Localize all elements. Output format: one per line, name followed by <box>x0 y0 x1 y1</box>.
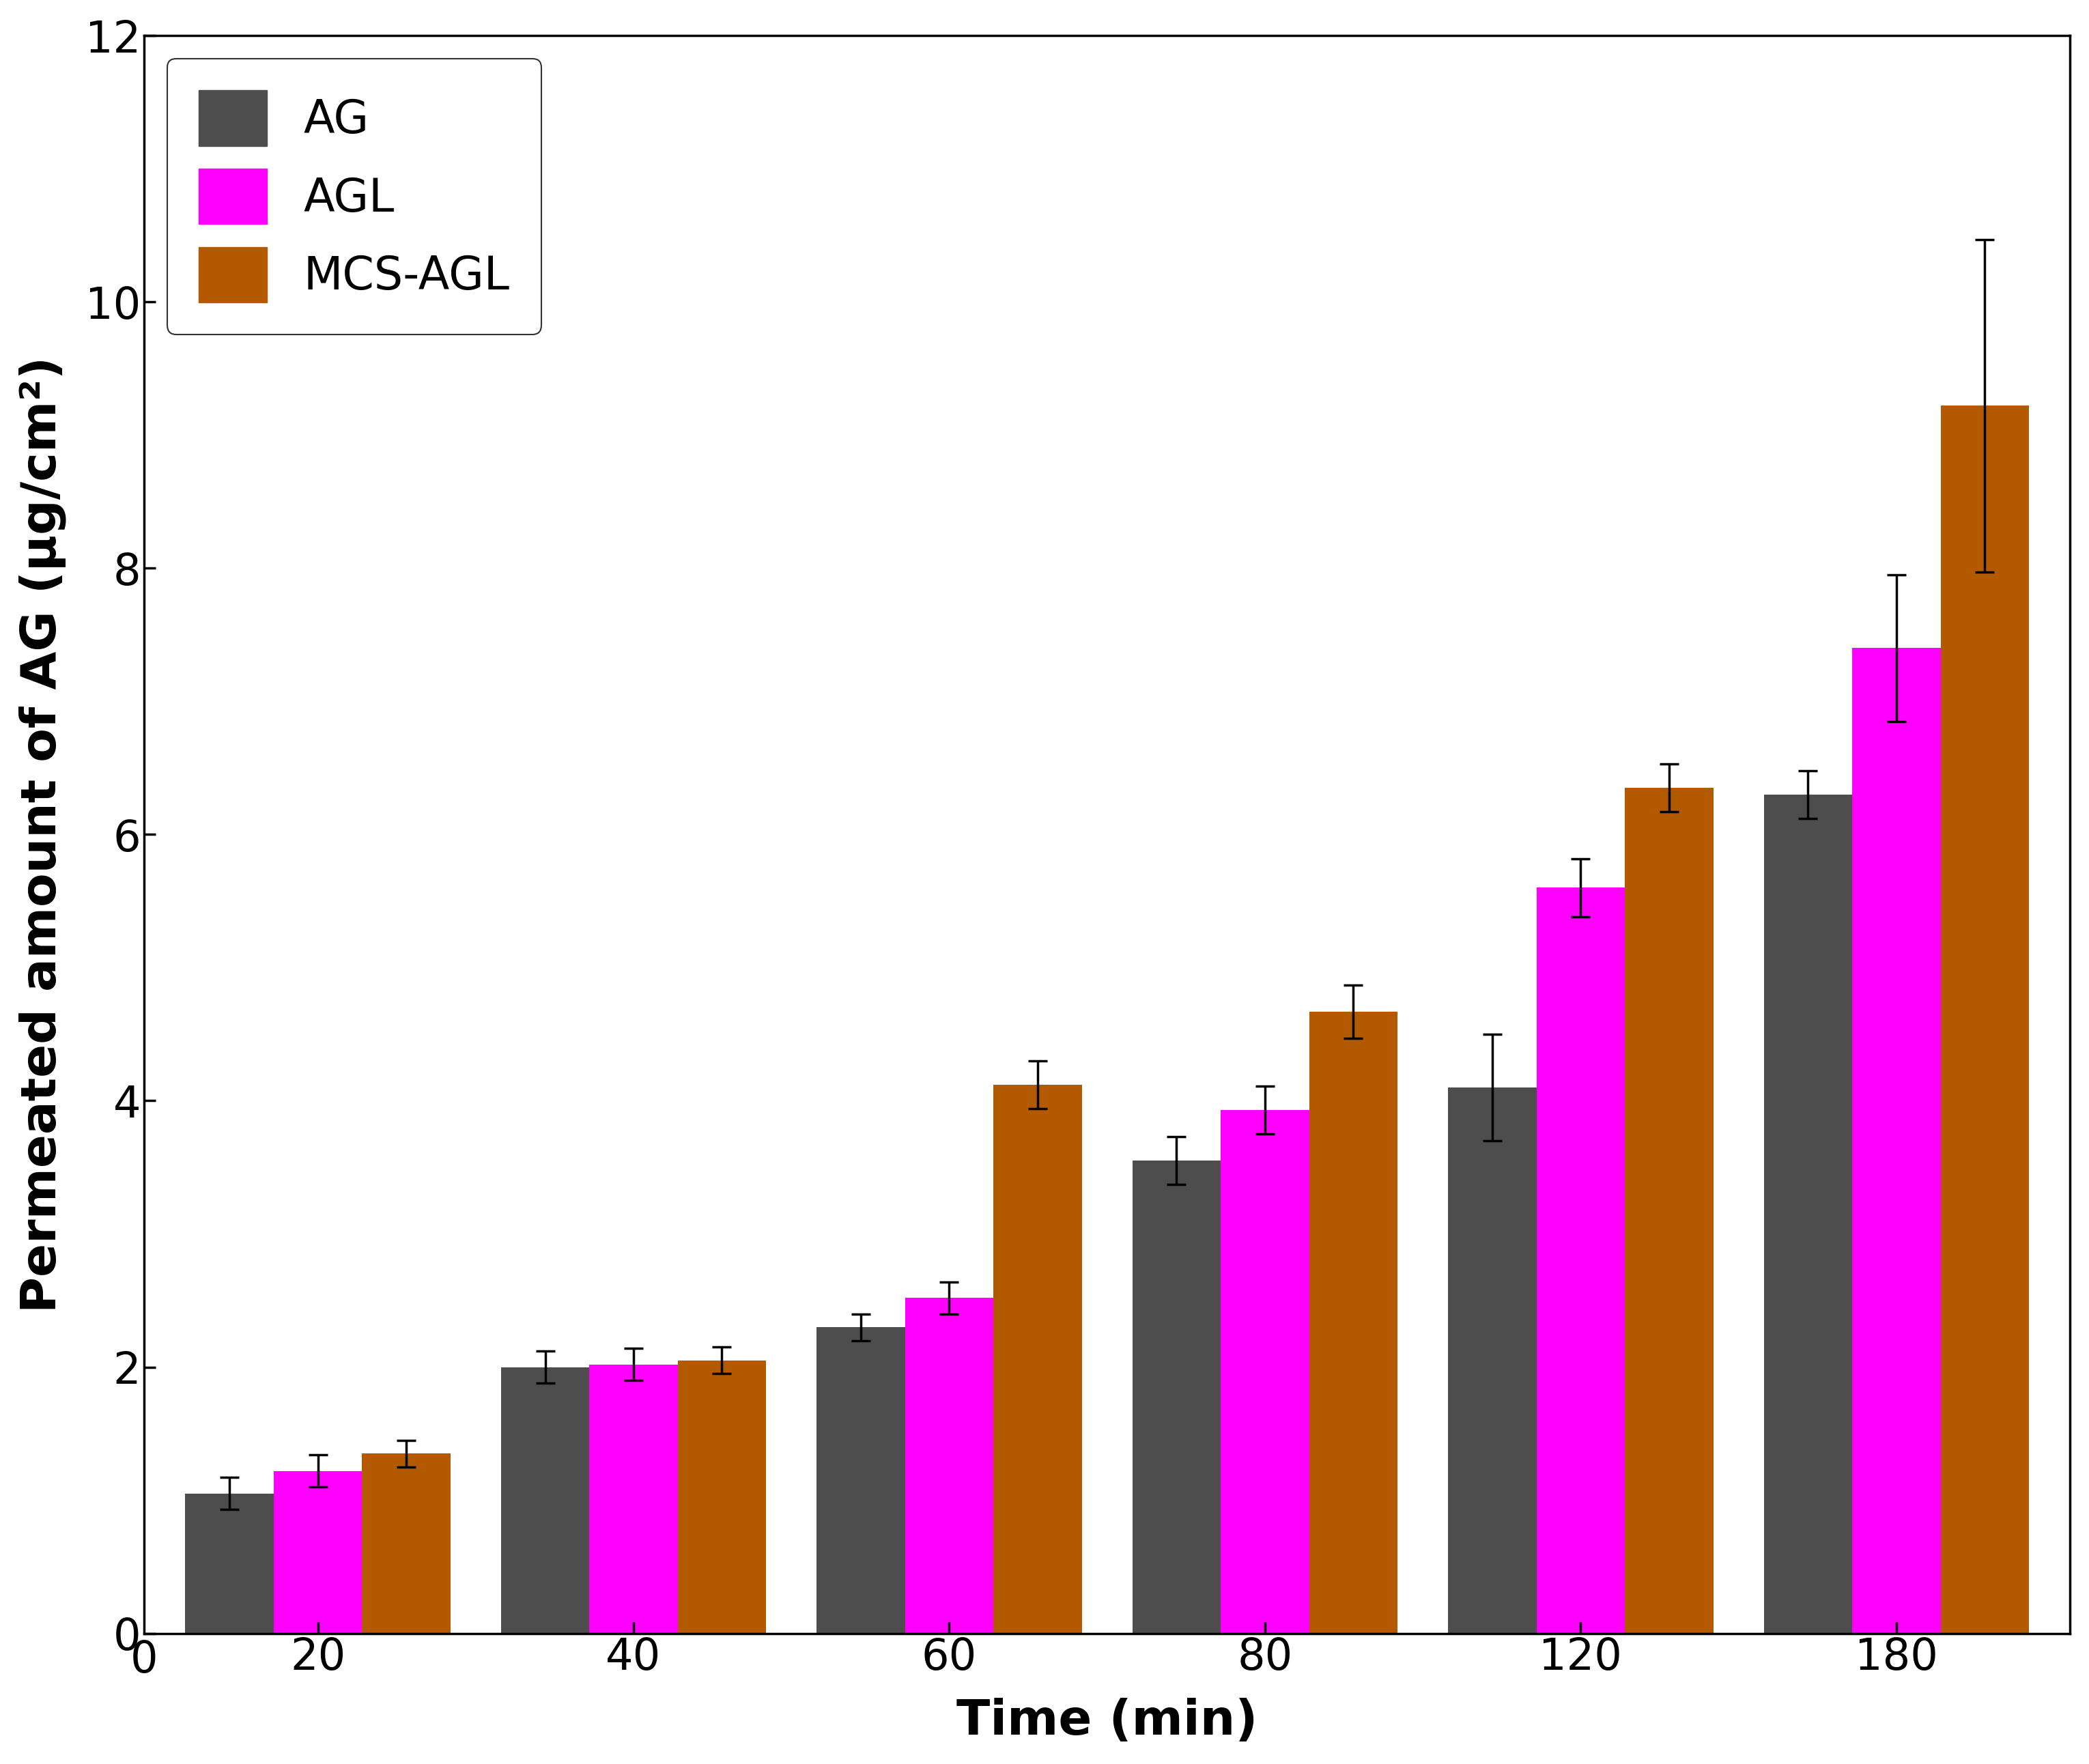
Bar <box>361 1454 451 1633</box>
X-axis label: Time (min): Time (min) <box>957 1699 1258 1745</box>
Bar <box>905 1298 994 1633</box>
Bar <box>994 1085 1082 1633</box>
Text: 0: 0 <box>130 1639 159 1681</box>
Bar <box>1310 1011 1398 1633</box>
Bar <box>1448 1087 1538 1633</box>
Bar <box>1220 1110 1310 1633</box>
Bar <box>501 1367 589 1633</box>
Bar <box>1538 887 1625 1633</box>
Bar <box>1853 647 1941 1633</box>
Legend: AG, AGL, MCS-AGL: AG, AGL, MCS-AGL <box>167 58 541 333</box>
Y-axis label: Permeated amount of AG (μg/cm²): Permeated amount of AG (μg/cm²) <box>19 356 67 1312</box>
Bar <box>1132 1161 1220 1633</box>
Bar <box>1763 794 1853 1633</box>
Bar <box>677 1360 767 1633</box>
Bar <box>186 1494 274 1633</box>
Bar <box>274 1471 361 1633</box>
Bar <box>1625 789 1713 1633</box>
Bar <box>817 1327 905 1633</box>
Bar <box>1941 406 2028 1633</box>
Bar <box>589 1364 677 1633</box>
